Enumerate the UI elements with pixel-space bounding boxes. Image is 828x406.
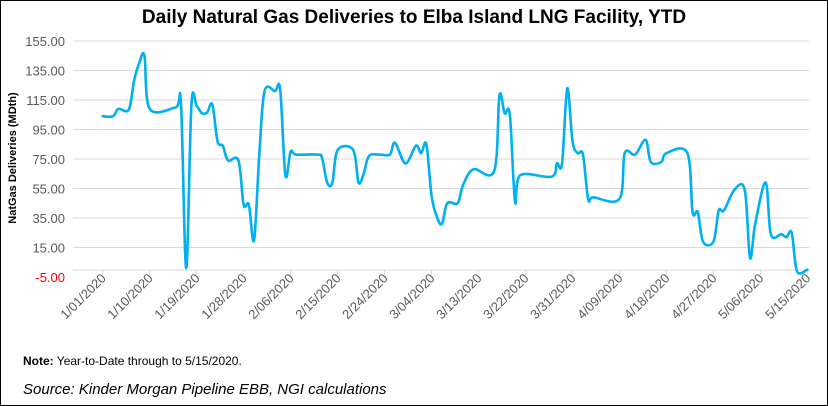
y-tick-label: 135.00 bbox=[25, 64, 65, 79]
series-line bbox=[101, 51, 809, 275]
x-tick-label: 1/10/2020 bbox=[104, 271, 156, 323]
x-tick-label: 1/01/2020 bbox=[57, 271, 109, 323]
y-tick-label: 35.00 bbox=[32, 211, 65, 226]
x-tick-label: 3/22/2020 bbox=[480, 271, 532, 323]
x-tick-label: 1/28/2020 bbox=[198, 271, 250, 323]
x-tick-label: 5/15/2020 bbox=[762, 271, 814, 323]
y-tick-label: 95.00 bbox=[32, 123, 65, 138]
x-tick-label: 2/15/2020 bbox=[292, 271, 344, 323]
y-tick-label: 55.00 bbox=[32, 182, 65, 197]
note-label: Note: bbox=[23, 354, 54, 368]
y-tick-label: 15.00 bbox=[32, 241, 65, 256]
x-tick-label: 1/19/2020 bbox=[151, 271, 203, 323]
x-tick-label: 4/18/2020 bbox=[621, 271, 673, 323]
y-tick-label: 75.00 bbox=[32, 152, 65, 167]
chart-source: Source: Kinder Morgan Pipeline EBB, NGI … bbox=[23, 381, 387, 398]
x-tick-label: 3/04/2020 bbox=[386, 271, 438, 323]
y-tick-label: 115.00 bbox=[26, 93, 65, 108]
x-tick-label: 3/31/2020 bbox=[527, 271, 579, 323]
x-tick-label: 2/24/2020 bbox=[339, 271, 391, 323]
x-tick-label: 3/13/2020 bbox=[433, 271, 485, 323]
x-tick-label: 4/27/2020 bbox=[668, 271, 720, 323]
x-tick-label: 2/06/2020 bbox=[245, 271, 297, 323]
chart-note: Note: Year-to-Date through to 5/15/2020. bbox=[23, 354, 242, 368]
chart-title: Daily Natural Gas Deliveries to Elba Isl… bbox=[141, 7, 687, 28]
note-text: Year-to-Date through to 5/15/2020. bbox=[53, 354, 242, 368]
x-tick-label: 4/09/2020 bbox=[574, 271, 626, 323]
y-tick-label: 155.00 bbox=[25, 34, 65, 49]
y-tick-label: -5.00 bbox=[35, 270, 65, 285]
x-tick-label: 5/06/2020 bbox=[715, 271, 767, 323]
